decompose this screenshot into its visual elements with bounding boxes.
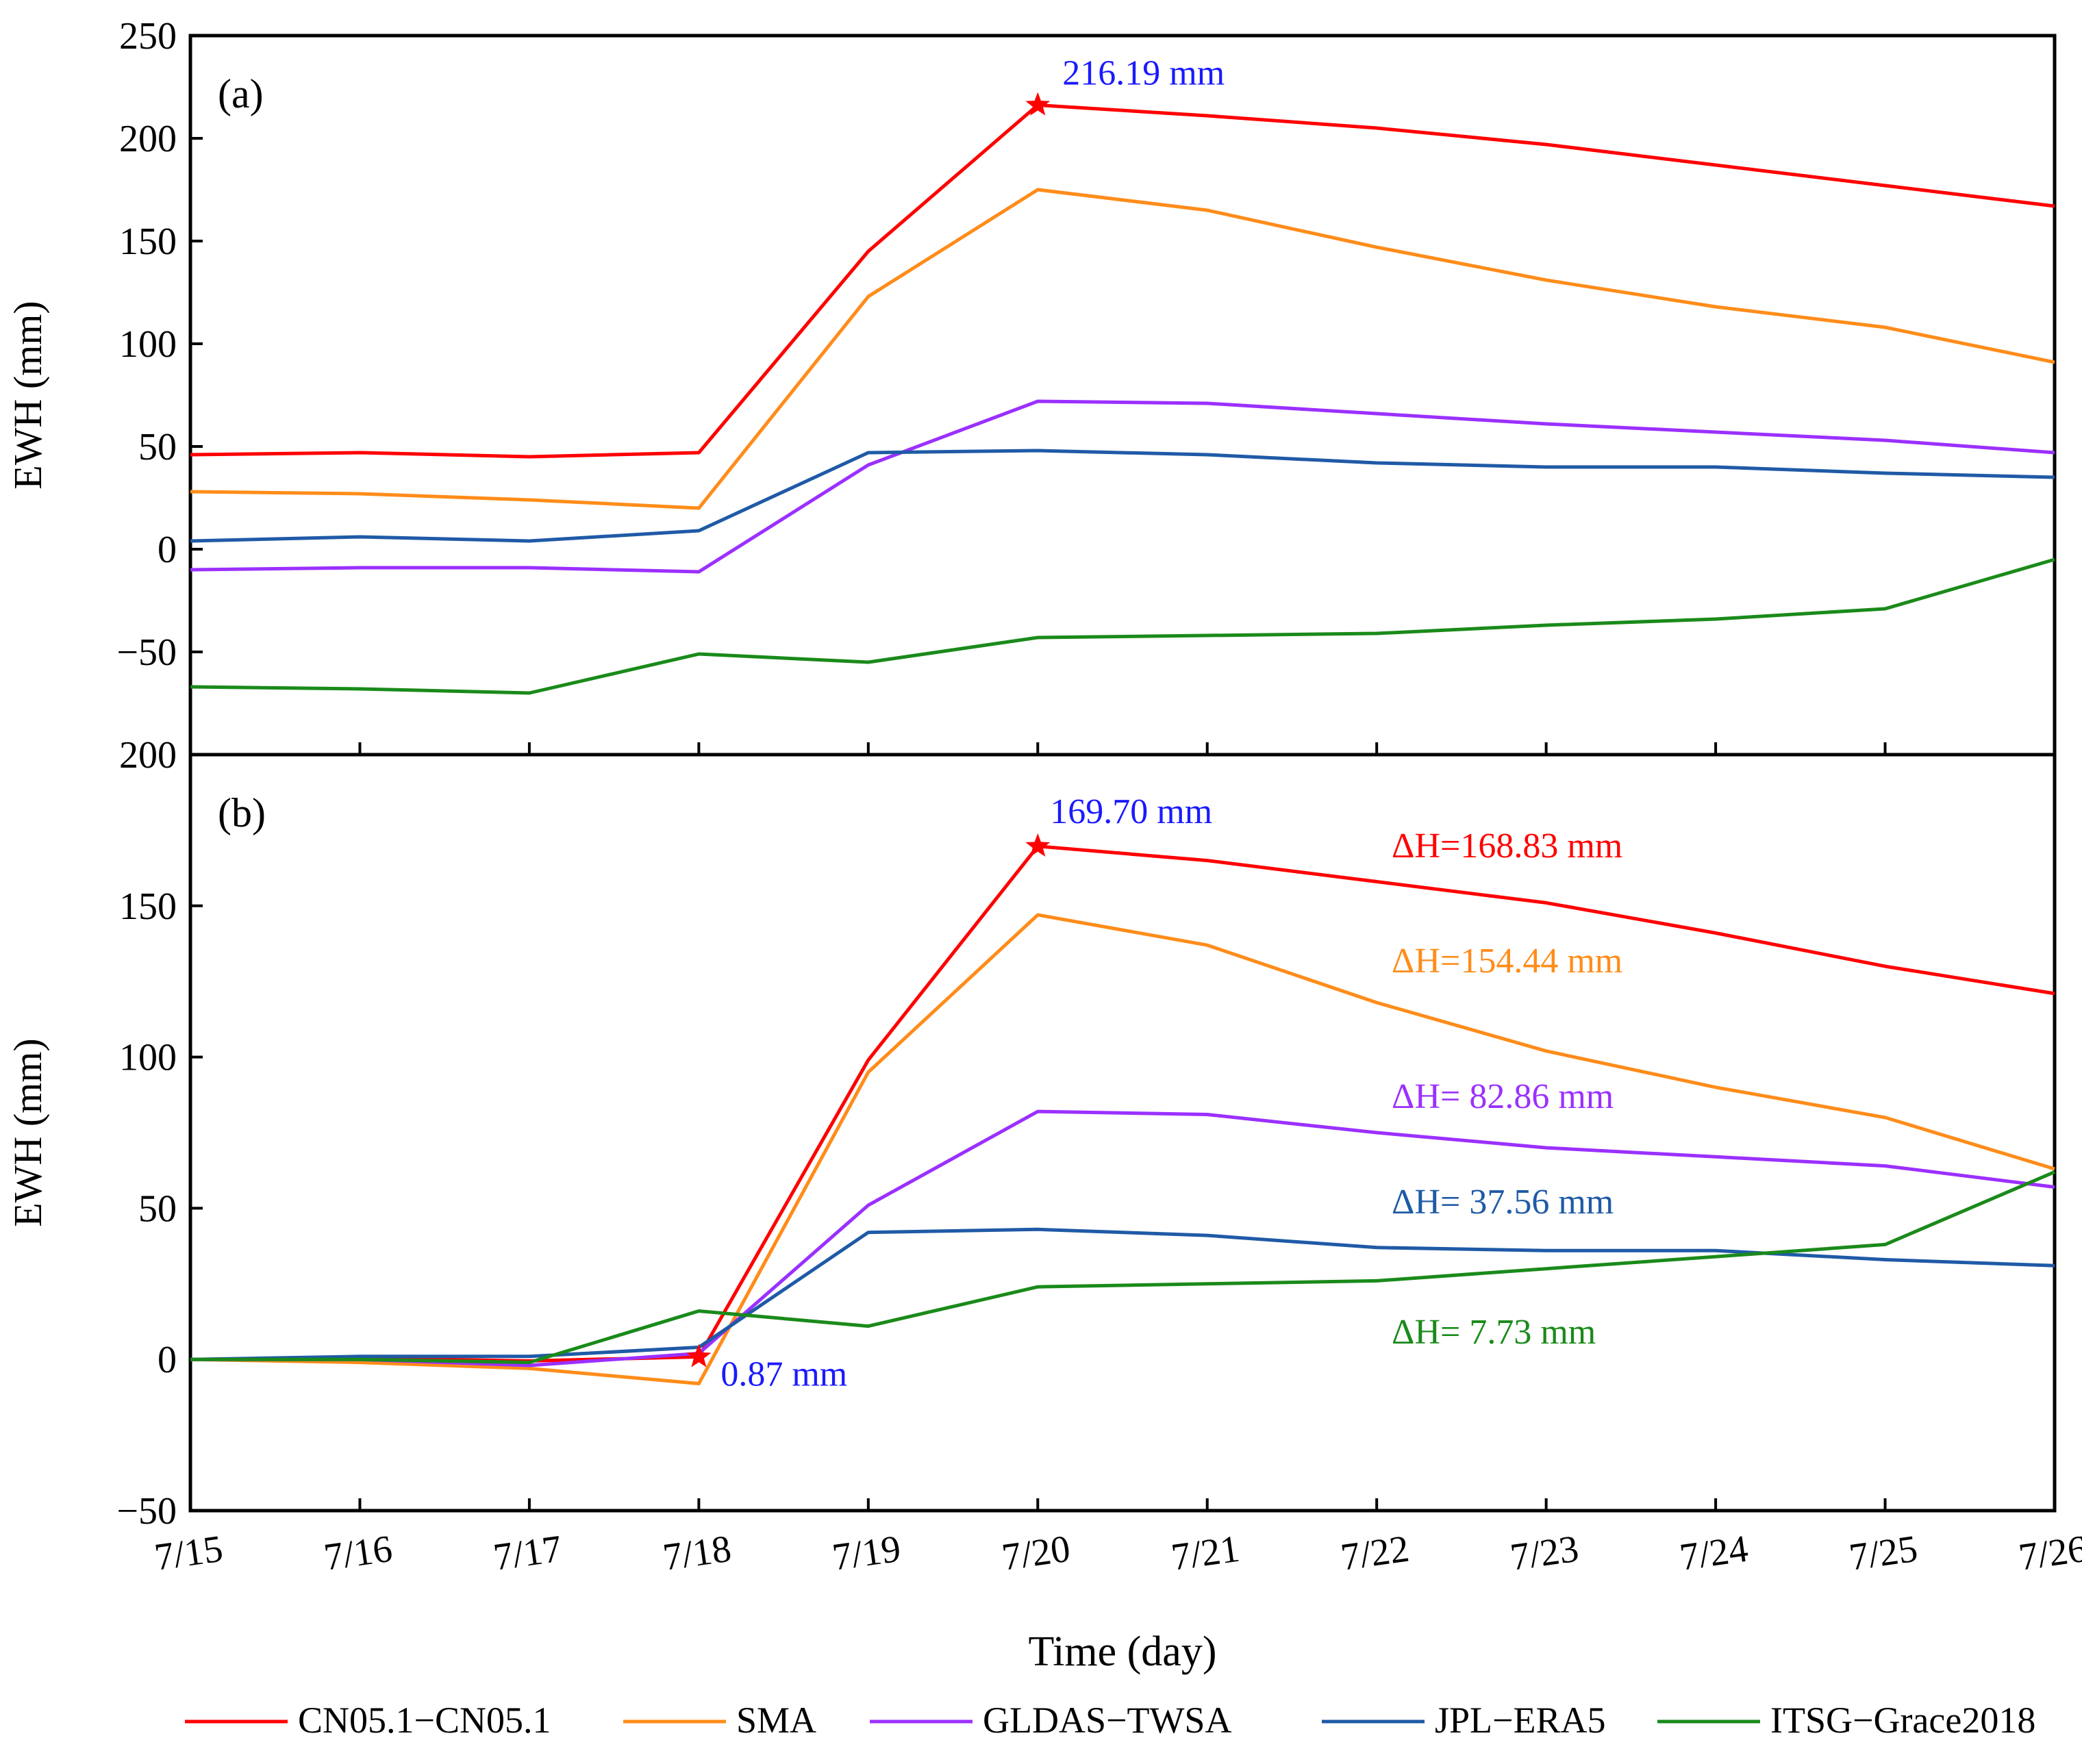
legend-label: JPL−ERA5 (1435, 1700, 1606, 1741)
series-line-cn05-1-cn05-1 (190, 103, 2055, 459)
axis-and-annotation-text: −50 0 50 100 150 200 250 EWH (mm) (a) 216.19 mm −5… (5, 15, 2082, 1675)
series-line-gldas-twsa (190, 1109, 2055, 1368)
annotation-label: 0.87 mm (720, 1354, 847, 1394)
y-tick-label: 50 (138, 426, 177, 468)
annotation-label: ΔH=154.44 mm (1392, 942, 1622, 981)
panel-label: (a) (218, 71, 264, 116)
legend: CN05.1−CN05.1 SMA GLDAS−TWSA JPL−ERA5 ITSG−G… (185, 1700, 2035, 1741)
x-tick-label: 7/26 (2016, 1528, 2082, 1579)
y-tick-label: 0 (158, 529, 177, 571)
x-tick-label: 7/22 (1338, 1528, 1412, 1579)
y-tick-label: −50 (116, 1490, 177, 1533)
series-line-sma (190, 913, 2055, 1385)
y-tick-label: 250 (119, 15, 177, 58)
x-tick-label: 7/20 (999, 1528, 1073, 1579)
panel-label: (b) (218, 790, 266, 835)
x-tick-label: 7/17 (491, 1528, 564, 1579)
series-line-itsg-grace2018 (190, 557, 2055, 695)
series-line-itsg-grace2018 (190, 1170, 2055, 1365)
star-marker (1025, 92, 1051, 116)
y-tick-label: 50 (138, 1187, 177, 1230)
x-tick-label: 7/19 (830, 1528, 903, 1579)
plot-frames (188, 34, 2057, 1513)
legend-label: GLDAS−TWSA (983, 1700, 1231, 1741)
y-tick-label: 0 (158, 1339, 177, 1381)
x-tick-label: 7/21 (1169, 1528, 1242, 1579)
annotation-label: ΔH=168.83 mm (1392, 827, 1622, 866)
y-tick-label: 200 (119, 118, 177, 160)
y-tick-label: 200 (119, 734, 177, 777)
series-line-sma (190, 188, 2055, 510)
y-axis-label: EWH (mm) (5, 1038, 50, 1226)
annotation-label: ΔH= 7.73 mm (1392, 1313, 1596, 1352)
legend-label: SMA (736, 1700, 816, 1741)
series-line-gldas-twsa (190, 399, 2055, 574)
panel-frame-1 (188, 753, 2057, 1513)
y-tick-label: −50 (116, 631, 177, 674)
y-tick-label: 100 (119, 323, 177, 366)
legend-label: CN05.1−CN05.1 (298, 1700, 551, 1741)
x-tick-label: 7/24 (1677, 1528, 1751, 1579)
annotation-label: ΔH= 82.86 mm (1392, 1077, 1614, 1116)
x-tick-label: 7/25 (1846, 1528, 1920, 1579)
annotation-label: ΔH= 37.56 mm (1392, 1183, 1614, 1222)
series-line-jpl-era5 (190, 449, 2055, 543)
annotation-label: 169.70 mm (1050, 792, 1212, 831)
x-tick-label: 7/15 (152, 1528, 225, 1579)
y-tick-label: 150 (119, 220, 177, 263)
x-tick-label: 7/16 (321, 1528, 394, 1579)
x-axis-label: Time (day) (1029, 1628, 1217, 1675)
series-lines (190, 103, 2055, 1385)
x-tick-label: 7/18 (660, 1528, 733, 1579)
y-axis-label: EWH (mm) (5, 301, 50, 489)
y-tick-label: 100 (119, 1037, 177, 1079)
x-tick-label: 7/23 (1508, 1528, 1581, 1579)
star-markers (686, 92, 1051, 1368)
legend-label: ITSG−Grace2018 (1770, 1700, 2035, 1741)
series-line-jpl-era5 (190, 1227, 2055, 1361)
panel-frame-0 (188, 34, 2057, 757)
y-tick-label: 150 (119, 885, 177, 928)
star-marker (1025, 833, 1051, 857)
annotation-label: 216.19 mm (1062, 53, 1225, 92)
star-marker (686, 1344, 712, 1368)
